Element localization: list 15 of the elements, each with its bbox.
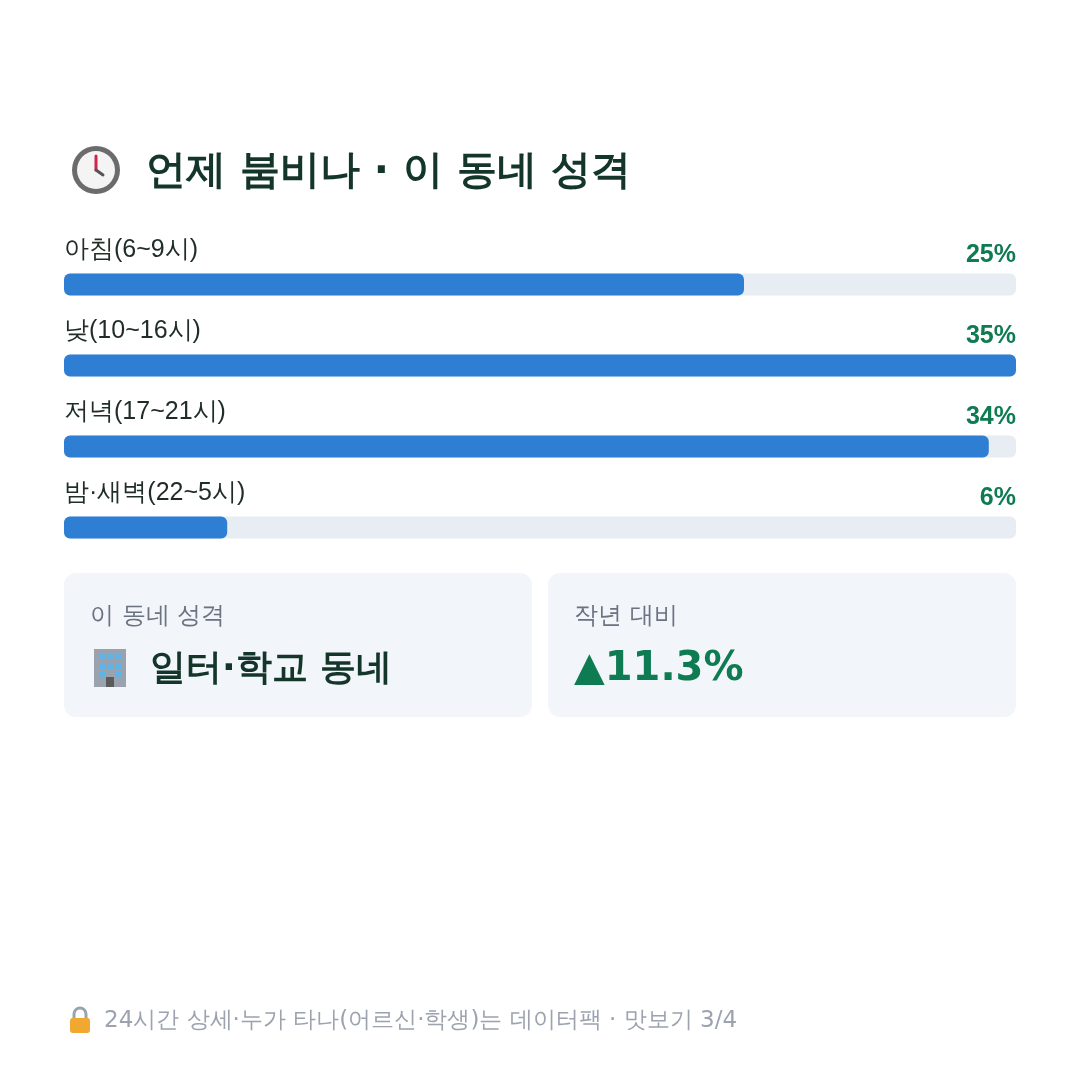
chart-title: 언제 붐비나 · 이 동네 성격 [146, 145, 631, 194]
y-tick-label: 낮(10~16시) [64, 315, 201, 343]
y-tick-label: 아침(6~9시) [64, 234, 199, 262]
text: 일터·학교 동네 [150, 645, 393, 689]
y-tick-label: 밤·새벽(22~5시) [64, 477, 246, 505]
data-label: 34% [965, 401, 1016, 429]
text: 24시간 상세·누가 타나(어르신·학생)는 데이터팩 · 맛보기 3/4 [104, 1005, 738, 1034]
text: ▲11.3% [574, 643, 744, 689]
text: 작년 대비 [574, 600, 678, 631]
data-label: 25% [965, 239, 1016, 267]
data-label: 6% [979, 482, 1016, 510]
data-label: 35% [965, 320, 1016, 348]
bar [64, 516, 228, 539]
text: 이 동네 성격 [90, 600, 226, 631]
y-tick-label: 저녁(17~21시) [64, 396, 226, 424]
